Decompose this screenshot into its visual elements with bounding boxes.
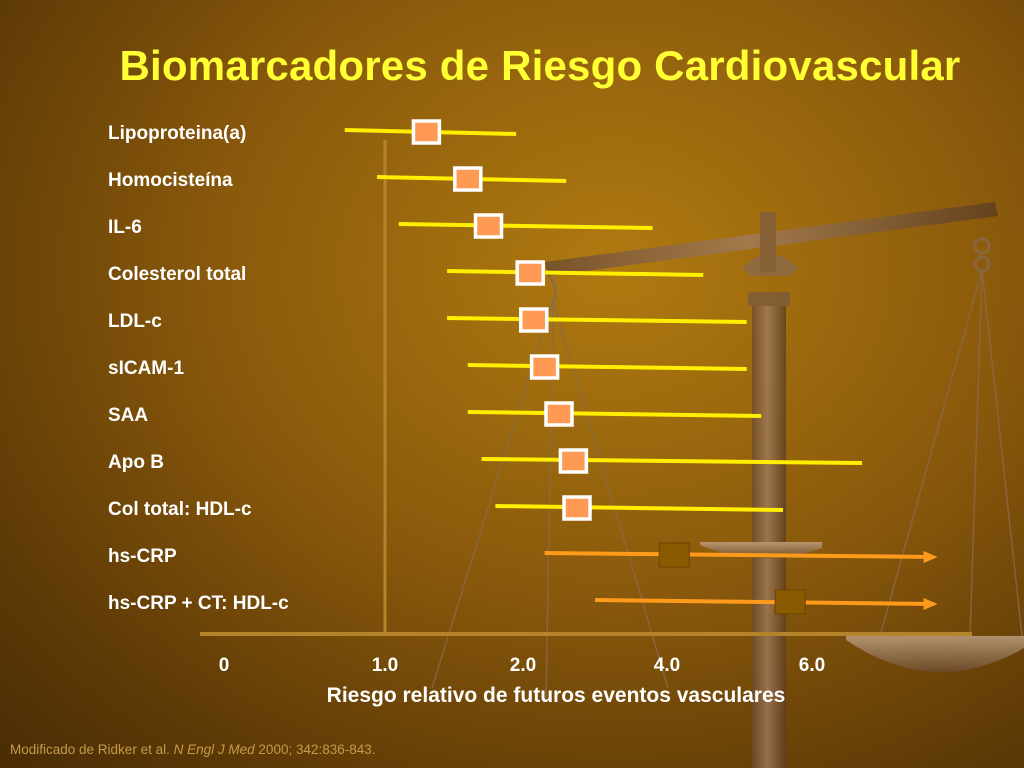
- relative-risk-marker: [658, 542, 690, 568]
- citation-details: 2000; 342:836-843.: [258, 742, 376, 757]
- category-label: LDL-c: [108, 311, 162, 332]
- relative-risk-marker: [453, 166, 483, 192]
- confidence-interval-line: [398, 222, 653, 230]
- category-label: Colesterol total: [108, 264, 246, 285]
- tick-label: 0: [219, 655, 230, 676]
- category-labels: Lipoproteina(a) Homocisteína IL-6 Colestero…: [108, 123, 289, 614]
- relative-risk-marker: [529, 354, 560, 380]
- citation-journal: N Engl J Med: [173, 742, 255, 757]
- tick-label: 4.0: [654, 655, 680, 676]
- axis-group: [200, 140, 972, 636]
- relative-risk-marker: [558, 448, 589, 474]
- relative-risk-marker: [544, 401, 574, 427]
- confidence-interval-line: [467, 410, 762, 418]
- relative-risk-marker: [774, 589, 806, 615]
- category-label: IL-6: [108, 217, 142, 238]
- tick-label: 6.0: [799, 655, 825, 676]
- confidence-interval-line: [467, 363, 747, 371]
- confidence-interval-line: [447, 316, 747, 324]
- confidence-interval-line: [447, 269, 704, 277]
- confidence-interval-line: [481, 457, 863, 465]
- category-label: SAA: [108, 405, 148, 426]
- tick-label: 1.0: [372, 655, 398, 676]
- arrow-head: [923, 598, 938, 610]
- category-label: hs-CRP + CT: HDL-c: [108, 593, 289, 614]
- arrow-head: [923, 551, 938, 563]
- category-label: Apo B: [108, 452, 164, 473]
- tick-labels: 0 1.0 2.0 4.0 6.0: [219, 655, 826, 676]
- category-label: hs-CRP: [108, 546, 177, 567]
- category-label: Lipoproteina(a): [108, 123, 246, 144]
- category-label: sICAM-1: [108, 358, 184, 379]
- relative-risk-marker: [519, 307, 549, 333]
- relative-risk-marker: [473, 213, 504, 239]
- confidence-interval-line: [495, 504, 784, 512]
- citation-footnote: Modificado de Ridker et al. N Engl J Med…: [10, 742, 376, 757]
- tick-label: 2.0: [510, 655, 536, 676]
- citation-authors: Modificado de Ridker et al.: [10, 742, 170, 757]
- confidence-interval-line: [544, 551, 934, 559]
- relative-risk-marker: [411, 119, 442, 145]
- relative-risk-marker: [515, 260, 545, 286]
- slide-title: Biomarcadores de Riesgo Cardiovascular: [119, 42, 961, 89]
- category-label: Col total: HDL-c: [108, 499, 252, 520]
- category-label: Homocisteína: [108, 170, 233, 191]
- x-axis-title: Riesgo relativo de futuros eventos vascu…: [326, 684, 786, 707]
- confidence-interval-line: [594, 598, 934, 606]
- relative-risk-marker: [562, 495, 592, 521]
- rows-group: [344, 119, 938, 615]
